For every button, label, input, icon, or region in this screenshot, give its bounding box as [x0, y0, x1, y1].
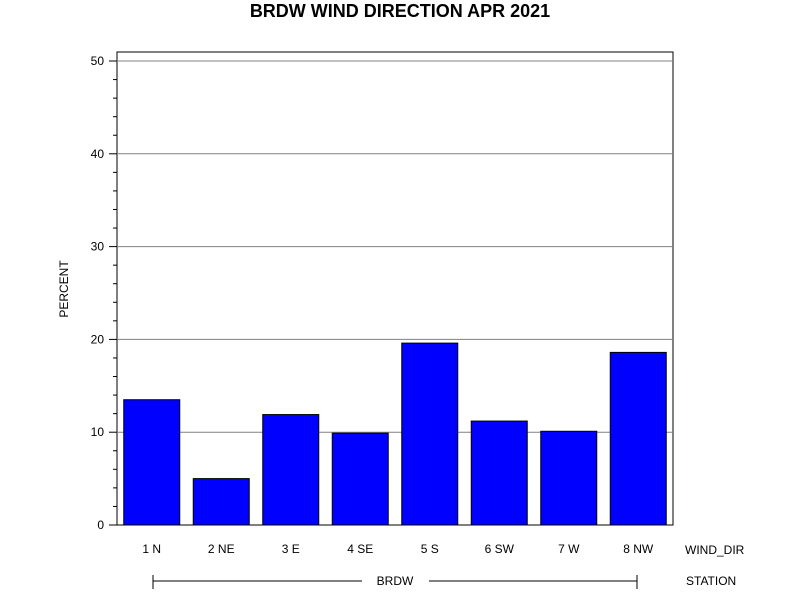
grid-lines	[117, 60, 673, 433]
group-axis-label: STATION	[686, 574, 736, 588]
group-label: BRDW	[377, 574, 414, 588]
x-tick-label: 6 SW	[485, 542, 515, 556]
bar-6-sw	[470, 420, 528, 526]
y-tick-label: 0	[97, 518, 104, 532]
x-tick-labels: 1 N 2 NE 3 E 4 SE 5 S 6 SW 7 W 8 NW	[142, 542, 654, 556]
x-tick-label: 5 S	[421, 542, 439, 556]
y-tick-label: 40	[91, 147, 105, 161]
x-tick-label: 8 NW	[623, 542, 654, 556]
bars	[123, 342, 667, 526]
x-axis-label: WIND_DIR	[685, 543, 745, 557]
bar-7-w	[540, 430, 598, 526]
x-tick-label: 3 E	[282, 542, 300, 556]
y-tick-label: 10	[91, 425, 105, 439]
plot-area	[116, 51, 674, 526]
y-axis-label: PERCENT	[57, 260, 71, 318]
x-tick-label: 1 N	[142, 542, 161, 556]
x-tick-label: 2 NE	[208, 542, 235, 556]
bar-5-s	[401, 342, 459, 526]
bar-4-se	[331, 432, 389, 526]
y-axis: 0 10 20 30 40 50	[91, 54, 117, 532]
station-group-axis: BRDW	[152, 574, 638, 589]
bar-2-ne	[192, 478, 250, 526]
y-tick-label: 30	[91, 240, 105, 254]
y-tick-label: 20	[91, 332, 105, 346]
bar-3-e	[262, 414, 320, 526]
x-tick-label: 4 SE	[347, 542, 373, 556]
chart-title: BRDW WIND DIRECTION APR 2021	[250, 1, 550, 21]
bar-1-n	[123, 399, 181, 526]
y-tick-label: 50	[91, 54, 105, 68]
x-tick-label: 7 W	[558, 542, 580, 556]
bar-8-nw	[609, 351, 667, 526]
